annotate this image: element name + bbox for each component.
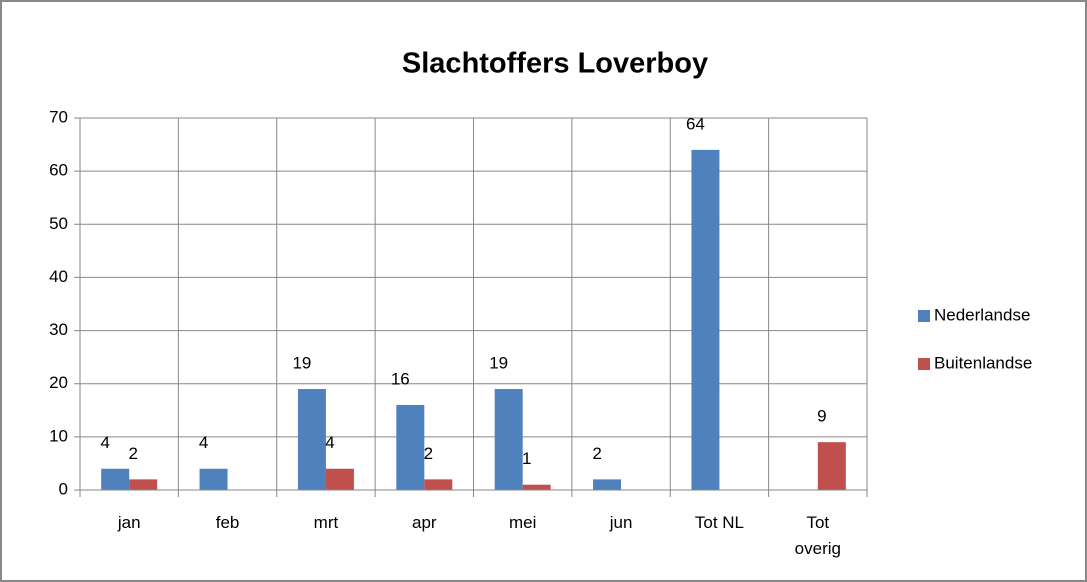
x-tick-label: jan	[117, 513, 141, 532]
bar	[691, 149, 720, 490]
data-label: 2	[128, 444, 137, 463]
x-tick-label: mei	[508, 513, 537, 532]
legend-label: Buitenlandse	[934, 353, 1032, 372]
legend-swatch	[918, 310, 930, 322]
y-tick-label: 50	[49, 214, 68, 233]
bar	[817, 442, 846, 490]
x-tick-label: feb	[215, 513, 240, 532]
bar	[129, 479, 158, 490]
data-label: 19	[489, 354, 508, 373]
y-tick-label: 0	[59, 479, 68, 498]
bar	[396, 404, 425, 490]
data-label: 19	[292, 354, 311, 373]
data-label: 4	[199, 433, 208, 452]
x-tick-label: Tot overig	[794, 513, 841, 558]
data-label: 16	[391, 369, 410, 388]
legend-label: Nederlandse	[934, 305, 1030, 324]
data-label: 2	[424, 444, 433, 463]
data-label: 4	[325, 433, 334, 452]
y-tick-label: 40	[49, 267, 68, 286]
y-tick-label: 70	[49, 107, 68, 126]
bar	[297, 389, 326, 490]
data-label: 2	[592, 444, 601, 463]
chart-title: Slachtoffers Loverboy	[402, 48, 708, 80]
data-label: 64	[686, 114, 705, 133]
y-tick-label: 20	[49, 373, 68, 392]
data-label: 9	[817, 407, 826, 426]
bar	[593, 479, 622, 490]
x-tick-label: Tot NL	[694, 513, 744, 532]
x-tick-label: jun	[609, 513, 633, 532]
bar	[522, 484, 551, 490]
data-label: 1	[522, 449, 531, 468]
bar	[325, 468, 354, 490]
y-tick-label: 30	[49, 320, 68, 339]
bar	[199, 468, 228, 490]
x-tick-label: apr	[412, 513, 437, 532]
bar	[494, 389, 523, 490]
x-tick-label: mrt	[313, 513, 339, 532]
bar	[424, 479, 453, 490]
y-tick-label: 10	[49, 426, 68, 445]
bar	[101, 468, 130, 490]
data-label: 4	[100, 433, 109, 452]
y-tick-label: 60	[49, 161, 68, 180]
legend-swatch	[918, 358, 930, 370]
